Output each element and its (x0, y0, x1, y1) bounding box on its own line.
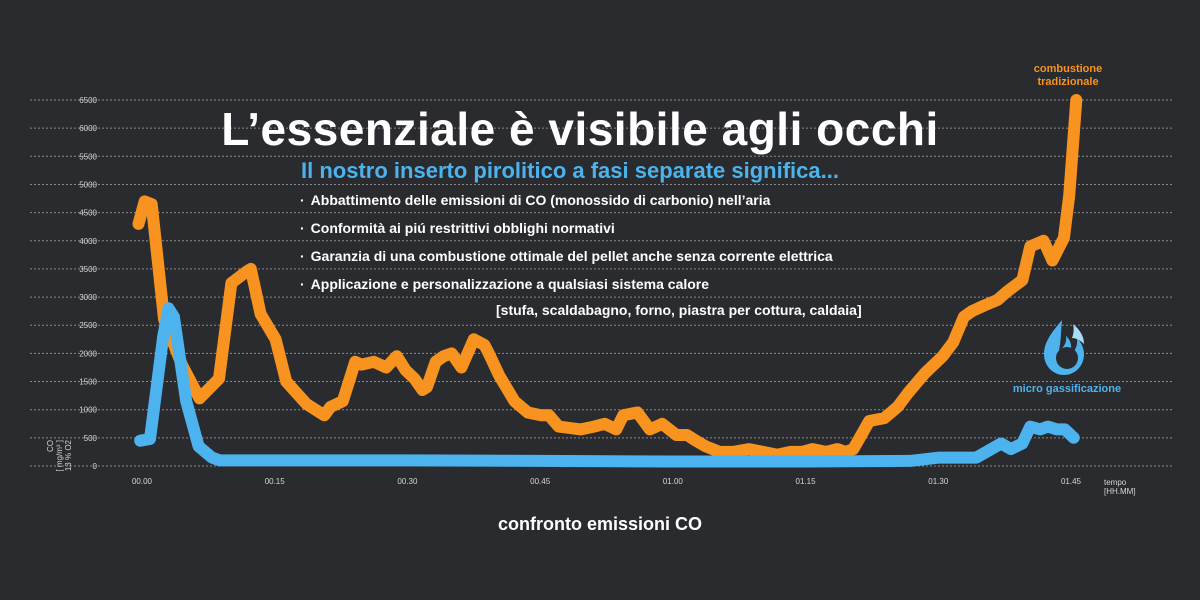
headline: L’essenziale è visibile agli occhi (221, 103, 939, 155)
x-tick-label: 00.00 (132, 477, 153, 486)
series-label-traditional: combustione tradizionale (1033, 63, 1103, 88)
flame-drop-icon (1044, 320, 1084, 375)
x-axis-label: tempo [HH.MM] (1104, 478, 1136, 496)
y-tick-label: 5500 (79, 152, 97, 161)
y-tick-label: 1500 (79, 378, 97, 387)
chart-caption: confronto emissioni CO (497, 514, 702, 534)
y-tick-label: 6000 (79, 124, 97, 133)
y-axis-ticks: 0 500 1000 1500 2000 2500 3000 3500 4000 4500 5000… (79, 96, 97, 471)
x-tick-label: 01.15 (796, 477, 817, 486)
feature-text: Garanzia di una combustione ottimale del… (310, 248, 833, 264)
feature-item: · Applicazione e personalizzazione a qual… (300, 276, 710, 292)
feature-text: Conformità ai piú restrittivi obblighi n… (310, 220, 615, 236)
x-tick-label: 00.15 (265, 477, 286, 486)
y-tick-label: 3500 (79, 265, 97, 274)
y-tick-label: 0 (93, 462, 98, 471)
series-line-traditional (132, 94, 1083, 461)
series-label-micro: micro gassificazione (1012, 383, 1122, 395)
x-axis-label-line: [HH.MM] (1104, 487, 1136, 496)
y-axis-label-line: [ mg/m³ ] (55, 440, 64, 472)
x-tick-label: 01.30 (928, 477, 949, 486)
applications-note: [stufa, scaldabagno, forno, piastra per … (496, 302, 862, 318)
feature-item: · Abbattimento delle emissioni di CO (mon… (300, 192, 771, 208)
y-tick-label: 6500 (79, 96, 97, 105)
y-tick-label: 2500 (79, 321, 97, 330)
x-tick-label: 01.45 (1061, 477, 1082, 486)
series-line-micro (134, 302, 1080, 468)
y-axis-label: CO [ mg/m³ ] 13 % O2 (46, 440, 73, 500)
y-tick-label: 4500 (79, 209, 97, 218)
y-axis-label-line: CO (46, 440, 55, 452)
feature-list: · Abbattimento delle emissioni di CO (mon… (300, 190, 833, 302)
x-tick-label: 00.30 (397, 477, 418, 486)
x-axis-label-line: tempo (1104, 478, 1127, 487)
x-tick-label: 00.45 (530, 477, 551, 486)
feature-text: Abbattimento delle emissioni di CO (mono… (310, 192, 771, 208)
y-axis-label-line: 13 % O2 (64, 440, 73, 472)
x-tick-label: 01.00 (663, 477, 684, 486)
y-tick-label: 1000 (79, 406, 97, 415)
y-tick-label: 5000 (79, 180, 97, 189)
y-tick-label: 500 (84, 434, 98, 443)
chart-series (132, 94, 1083, 468)
x-axis-ticks: 00.00 00.15 00.30 00.45 01.00 01.15 01.30 01.45 (132, 477, 1082, 486)
subheadline: Il nostro inserto pirolitico a fasi sepa… (301, 158, 839, 183)
y-tick-label: 3000 (79, 293, 97, 302)
feature-item: · Garanzia di una combustione ottimale de… (300, 248, 833, 264)
y-tick-label: 4000 (79, 237, 97, 246)
feature-text: Applicazione e personalizzazione a quals… (310, 276, 710, 292)
y-tick-label: 2000 (79, 349, 97, 358)
feature-item: · Conformità ai piú restrittivi obblighi … (300, 220, 615, 236)
